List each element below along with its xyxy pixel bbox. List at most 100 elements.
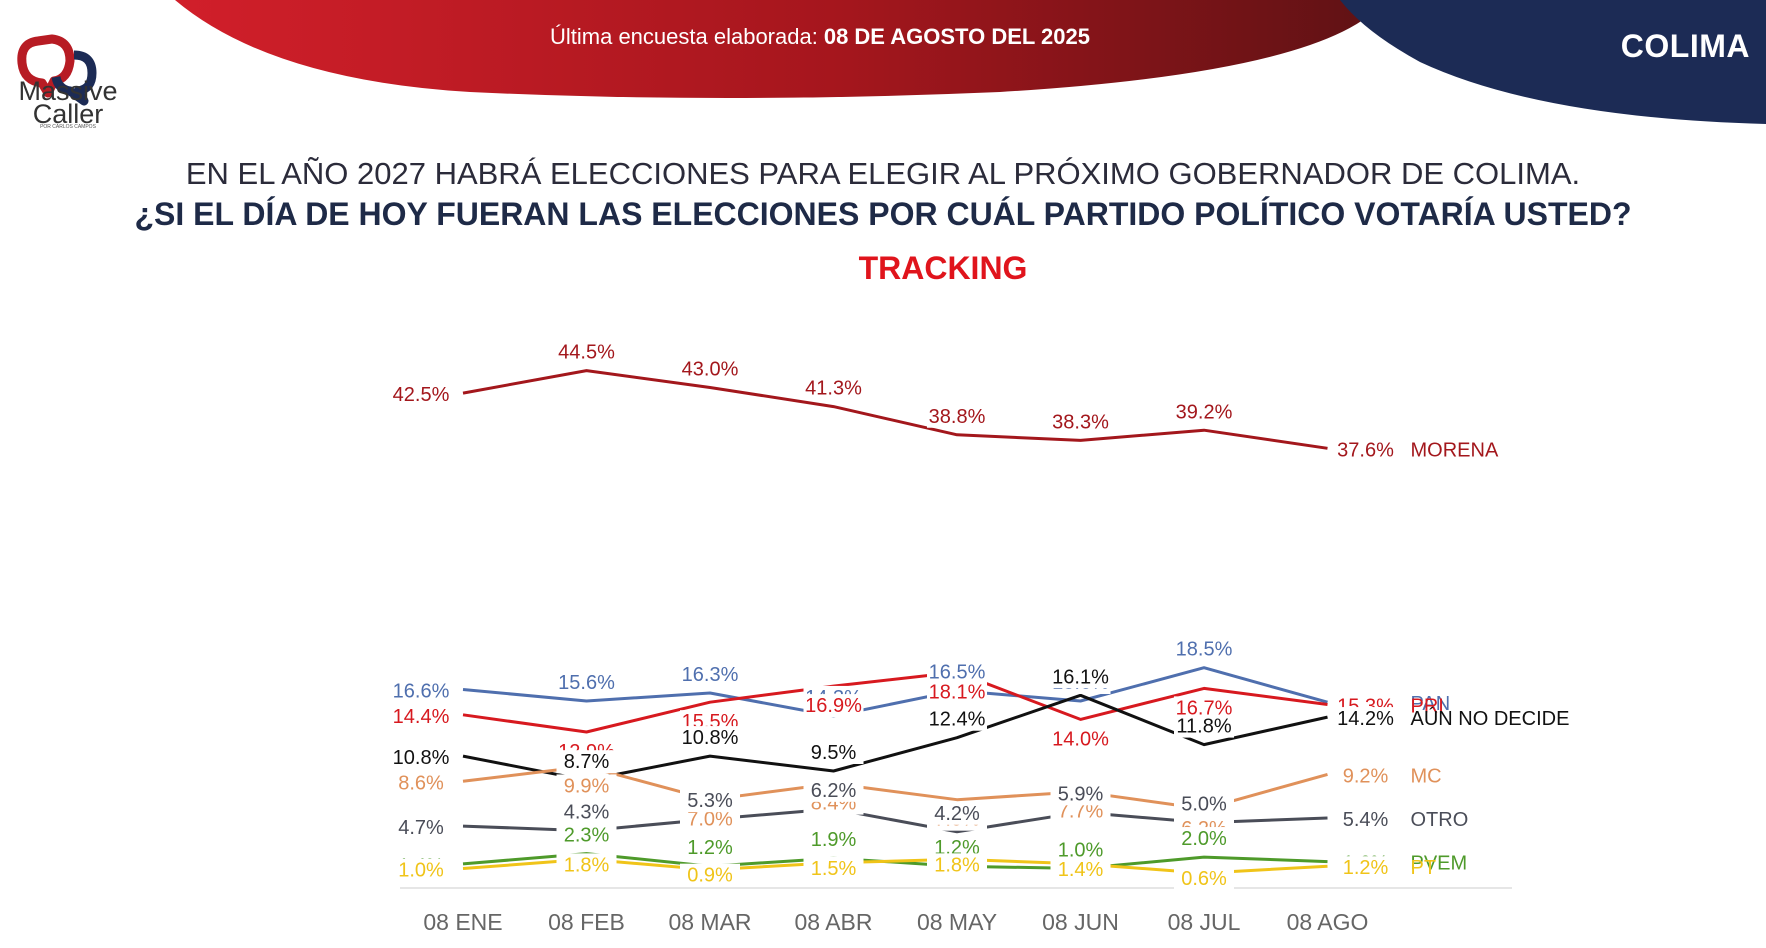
data-label-aun-no-decide: 10.8% bbox=[393, 747, 450, 769]
data-label-bg-morena bbox=[556, 340, 617, 364]
data-label-bg-aun-no-decide bbox=[1335, 707, 1396, 731]
legend-entry-pt: PT bbox=[1411, 857, 1437, 879]
data-label-pan: 18.5% bbox=[1176, 639, 1233, 661]
data-label-pvem: 1.2% bbox=[687, 837, 733, 859]
data-label-bg-pan bbox=[927, 660, 987, 684]
data-label-bg-pt bbox=[556, 853, 617, 877]
data-label-bg-pri bbox=[803, 694, 864, 718]
legend-entry-pvem: PVEM bbox=[1411, 853, 1468, 875]
data-label-bg-mc bbox=[1050, 799, 1111, 823]
data-label-pt: 1.8% bbox=[564, 854, 610, 876]
banner-navy-shape bbox=[1340, 0, 1766, 124]
data-label-morena: 37.6% bbox=[1337, 439, 1394, 461]
data-label-bg-pri bbox=[391, 704, 451, 728]
data-label-otro: 4.2% bbox=[934, 803, 980, 825]
data-label-bg-pt bbox=[803, 856, 864, 880]
legend-entry-morena: MORENA bbox=[1411, 439, 1499, 461]
data-label-bg-morena bbox=[927, 404, 987, 428]
x-tick-label: 08 MAY bbox=[917, 909, 997, 935]
data-label-mc: 7.0% bbox=[687, 809, 733, 831]
data-label-pt: 1.8% bbox=[934, 854, 980, 876]
data-label-aun-no-decide: 8.7% bbox=[564, 751, 610, 773]
header-banner bbox=[175, 0, 1766, 124]
data-label-bg-pvem bbox=[680, 836, 740, 860]
data-label-bg-pvem bbox=[556, 823, 617, 847]
data-label-pt: 1.5% bbox=[811, 858, 857, 880]
logo-name-line1: Massive bbox=[18, 76, 118, 106]
data-label-bg-pri bbox=[1050, 727, 1111, 751]
data-label-bg-aun-no-decide bbox=[391, 746, 451, 770]
data-label-pri: 14.0% bbox=[1052, 728, 1109, 750]
data-label-aun-no-decide: 16.1% bbox=[1052, 666, 1109, 688]
data-label-morena: 38.3% bbox=[1052, 411, 1109, 433]
data-label-pan: 16.6% bbox=[393, 681, 450, 703]
data-label-bg-morena bbox=[1174, 400, 1234, 424]
x-tick-label: 08 ABR bbox=[795, 909, 873, 935]
data-label-pan: 16.3% bbox=[682, 664, 739, 686]
data-label-bg-pan bbox=[556, 671, 617, 695]
tracking-title: TRACKING bbox=[858, 250, 1028, 286]
data-label-aun-no-decide: 12.4% bbox=[929, 709, 986, 731]
data-label-morena: 41.3% bbox=[805, 378, 862, 400]
legend-entry-mc: MC bbox=[1411, 765, 1442, 787]
x-tick-label: 08 AGO bbox=[1287, 909, 1369, 935]
data-label-bg-aun-no-decide bbox=[556, 750, 617, 774]
data-label-aun-no-decide: 14.2% bbox=[1337, 708, 1394, 730]
data-label-pt: 1.2% bbox=[1343, 857, 1389, 879]
data-label-pt: 0.6% bbox=[1181, 868, 1227, 890]
data-label-mc: 9.9% bbox=[564, 775, 610, 797]
data-label-pri: 14.4% bbox=[393, 706, 450, 728]
data-label-bg-pt bbox=[1335, 856, 1396, 880]
legend-entry-otro: OTRO bbox=[1411, 809, 1469, 831]
data-label-bg-pan bbox=[391, 679, 451, 703]
data-label-pt: 0.9% bbox=[687, 865, 733, 887]
data-label-bg-otro bbox=[1335, 808, 1396, 832]
data-label-pvem: 1.9% bbox=[811, 829, 857, 851]
data-label-otro: 6.2% bbox=[811, 780, 857, 802]
data-label-bg-aun-no-decide bbox=[803, 741, 864, 764]
data-label-mc: 9.2% bbox=[1343, 765, 1389, 787]
data-label-otro: 5.0% bbox=[1181, 794, 1227, 816]
data-label-bg-morena bbox=[680, 357, 740, 381]
data-label-morena: 39.2% bbox=[1176, 401, 1233, 423]
data-label-bg-morena bbox=[803, 376, 864, 400]
x-tick-label: 08 ENE bbox=[423, 909, 502, 935]
data-label-otro: 4.7% bbox=[398, 817, 444, 839]
question-line-2: ¿SI EL DÍA DE HOY FUERAN LAS ELECCIONES … bbox=[134, 196, 1632, 232]
data-label-otro: 4.3% bbox=[564, 802, 610, 824]
survey-date: Última encuesta elaborada: 08 DE AGOSTO D… bbox=[540, 24, 1100, 50]
data-label-bg-aun-no-decide bbox=[1050, 665, 1111, 689]
data-label-pvem: 2.0% bbox=[1181, 828, 1227, 850]
data-label-bg-otro bbox=[556, 800, 617, 824]
massive-caller-logo-icon bbox=[17, 34, 97, 106]
data-label-pri: 16.9% bbox=[805, 695, 862, 717]
data-label-aun-no-decide: 11.8% bbox=[1176, 716, 1231, 738]
data-label-mc: 8.6% bbox=[398, 772, 444, 794]
data-label-bg-otro bbox=[803, 778, 864, 802]
data-label-bg-pt bbox=[391, 858, 451, 882]
data-label-bg-otro bbox=[927, 801, 987, 825]
legend-entry-aun-no-decide: AÚN NO DECIDE bbox=[1411, 707, 1570, 730]
data-label-bg-mc bbox=[556, 774, 617, 798]
data-label-pan: 16.5% bbox=[929, 662, 986, 684]
data-label-aun-no-decide: 10.8% bbox=[682, 727, 739, 749]
data-label-bg-otro bbox=[680, 789, 740, 813]
data-label-bg-pt bbox=[927, 853, 987, 877]
data-label-pri: 16.7% bbox=[1176, 697, 1233, 719]
question-line-1: EN EL AÑO 2027 HABRÁ ELECCIONES PARA ELE… bbox=[185, 156, 1581, 191]
data-label-otro: 5.4% bbox=[1343, 809, 1389, 831]
data-label-bg-pvem bbox=[1050, 838, 1111, 862]
data-label-otro: 5.3% bbox=[687, 790, 733, 812]
survey-date-value: 08 DE AGOSTO DEL 2025 bbox=[823, 24, 1090, 49]
banner-red-shape bbox=[175, 0, 1385, 98]
data-label-otro: 5.9% bbox=[1058, 783, 1104, 805]
data-label-morena: 44.5% bbox=[558, 342, 615, 364]
data-label-pt: 1.4% bbox=[1058, 859, 1104, 881]
data-label-bg-pvem bbox=[1174, 827, 1234, 851]
data-label-bg-pan bbox=[680, 662, 740, 686]
data-label-bg-pan bbox=[1174, 637, 1234, 661]
legend-entry-pri: PRI bbox=[1411, 695, 1444, 717]
x-tick-label: 08 JUN bbox=[1042, 909, 1119, 935]
data-label-morena: 43.0% bbox=[682, 359, 739, 381]
